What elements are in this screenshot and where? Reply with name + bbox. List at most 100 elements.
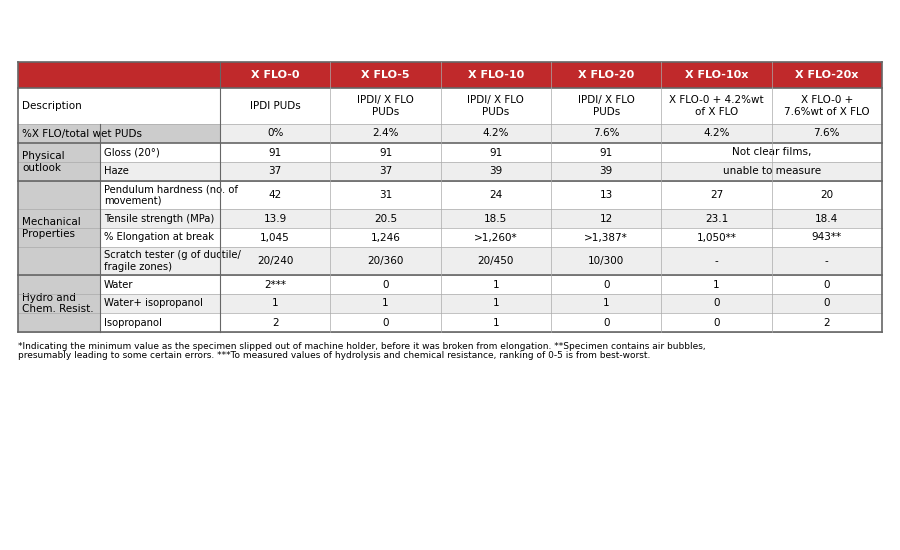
Text: 39: 39	[599, 167, 613, 177]
Text: 24: 24	[490, 190, 502, 200]
Text: Water: Water	[104, 279, 133, 289]
Bar	[18, 247, 100, 275]
Bar	[18, 275, 100, 332]
Bar	[18, 181, 882, 209]
Text: 0: 0	[713, 317, 720, 327]
Text: IPDI/ X FLO
PUDs: IPDI/ X FLO PUDs	[578, 95, 634, 117]
Text: 91: 91	[268, 147, 282, 157]
Bar	[100, 275, 220, 294]
Text: Scratch tester (g of ductile/
fragile zones): Scratch tester (g of ductile/ fragile zo…	[104, 250, 241, 272]
Text: 18.4: 18.4	[815, 213, 839, 223]
Text: -: -	[715, 256, 718, 266]
Text: 1: 1	[272, 299, 278, 309]
Text: 20.5: 20.5	[374, 213, 397, 223]
Bar	[18, 62, 882, 88]
Bar	[662, 162, 882, 181]
Text: 1: 1	[713, 279, 720, 289]
Text: >1,260*: >1,260*	[474, 233, 518, 243]
Text: 2: 2	[272, 317, 278, 327]
Text: Physical
outlook: Physical outlook	[22, 151, 65, 173]
Text: 37: 37	[379, 167, 392, 177]
Text: 1,045: 1,045	[260, 233, 290, 243]
Text: 20/240: 20/240	[257, 256, 293, 266]
Text: %X FLO/total wet PUDs: %X FLO/total wet PUDs	[22, 129, 142, 139]
Bar	[18, 313, 882, 332]
Bar	[18, 124, 882, 143]
Text: Water+ isopropanol: Water+ isopropanol	[104, 299, 202, 309]
Text: 39: 39	[490, 167, 502, 177]
Bar	[18, 228, 100, 247]
Bar	[100, 143, 220, 162]
Bar	[18, 124, 220, 143]
Text: -: -	[825, 256, 829, 266]
Bar	[100, 228, 220, 247]
Text: 13.9: 13.9	[264, 213, 287, 223]
Text: Gloss (20°): Gloss (20°)	[104, 147, 160, 157]
Text: X FLO-10x: X FLO-10x	[685, 70, 748, 80]
Text: 31: 31	[379, 190, 392, 200]
Text: 37: 37	[268, 167, 282, 177]
Bar	[100, 209, 220, 228]
Bar	[18, 143, 100, 181]
Text: 4.2%: 4.2%	[703, 129, 730, 139]
Text: Haze: Haze	[104, 167, 129, 177]
Bar	[100, 294, 220, 313]
Bar	[18, 181, 100, 275]
Bar	[662, 143, 882, 162]
Bar	[18, 247, 882, 275]
Bar	[100, 181, 220, 209]
Text: 7.6%: 7.6%	[814, 129, 840, 139]
Bar	[18, 294, 882, 313]
Text: X FLO-5: X FLO-5	[361, 70, 410, 80]
Text: 943**: 943**	[812, 233, 842, 243]
Bar	[100, 247, 220, 275]
Text: Pendulum hardness (no. of
movement): Pendulum hardness (no. of movement)	[104, 184, 238, 206]
Text: 0: 0	[824, 279, 830, 289]
Text: 91: 91	[599, 147, 613, 157]
Text: 27: 27	[710, 190, 723, 200]
Bar	[18, 162, 882, 181]
Text: 2***: 2***	[265, 279, 286, 289]
Bar	[18, 162, 100, 181]
Text: 12: 12	[599, 213, 613, 223]
Text: % Elongation at break: % Elongation at break	[104, 233, 214, 243]
Text: 20/450: 20/450	[478, 256, 514, 266]
Text: Mechanical
Properties: Mechanical Properties	[22, 217, 81, 239]
Bar	[18, 313, 100, 332]
Text: 2: 2	[824, 317, 830, 327]
Text: presumably leading to some certain errors. ***To measured values of hydrolysis a: presumably leading to some certain error…	[18, 351, 651, 360]
Bar	[18, 209, 100, 228]
Bar	[18, 209, 882, 228]
Text: Not clear films,: Not clear films,	[732, 147, 812, 157]
Text: 20: 20	[820, 190, 833, 200]
Text: 1: 1	[603, 299, 609, 309]
Bar	[18, 228, 882, 247]
Text: 4.2%: 4.2%	[482, 129, 509, 139]
Text: 7.6%: 7.6%	[593, 129, 619, 139]
Text: 13: 13	[599, 190, 613, 200]
Bar	[18, 143, 882, 162]
Text: 18.5: 18.5	[484, 213, 508, 223]
Text: 0: 0	[382, 279, 389, 289]
Text: >1,387*: >1,387*	[584, 233, 628, 243]
Text: unable to measure: unable to measure	[723, 167, 821, 177]
Text: 0: 0	[603, 279, 609, 289]
Text: X FLO-0 + 4.2%wt
of X FLO: X FLO-0 + 4.2%wt of X FLO	[670, 95, 764, 117]
Bar	[100, 162, 220, 181]
Text: Hydro and
Chem. Resist.: Hydro and Chem. Resist.	[22, 293, 94, 314]
Text: 1: 1	[492, 299, 500, 309]
Text: 1,246: 1,246	[371, 233, 400, 243]
Bar	[100, 313, 220, 332]
Text: Description: Description	[22, 101, 82, 111]
Text: IPDI/ X FLO
PUDs: IPDI/ X FLO PUDs	[357, 95, 414, 117]
Text: 0: 0	[382, 317, 389, 327]
Text: IPDI/ X FLO
PUDs: IPDI/ X FLO PUDs	[467, 95, 525, 117]
Text: 0: 0	[713, 299, 720, 309]
Bar	[18, 294, 100, 313]
Text: 23.1: 23.1	[705, 213, 728, 223]
Text: 91: 91	[379, 147, 392, 157]
Bar	[18, 88, 882, 124]
Text: 1: 1	[492, 317, 500, 327]
Text: X FLO-10: X FLO-10	[468, 70, 524, 80]
Text: 0: 0	[824, 299, 830, 309]
